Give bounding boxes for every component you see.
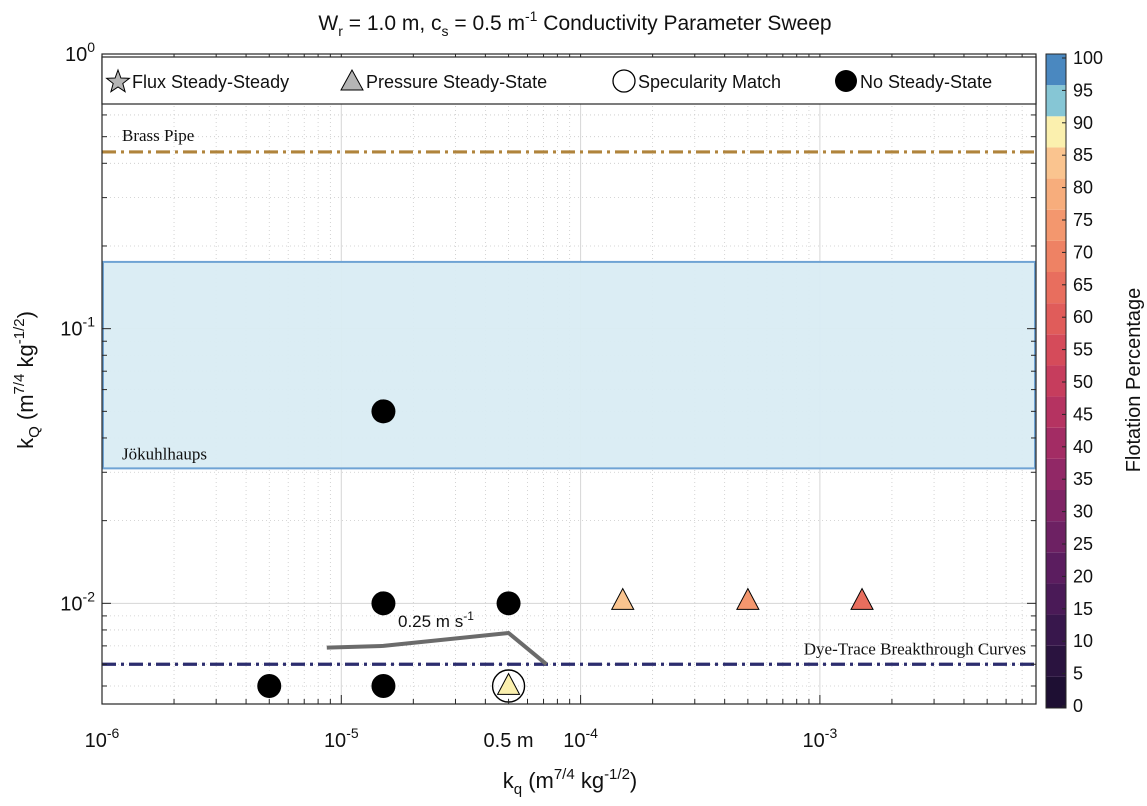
colorbar-segment — [1046, 427, 1066, 459]
chart-title: Wr = 1.0 m, cs = 0.5 m-1 Conductivity Pa… — [318, 8, 831, 39]
colorbar-frame — [1045, 53, 1067, 709]
colorbar: 0 5 10 15 20 25 30 35 40 45 50 55 60 65 70 75 80 85 90 95 10… — [1045, 48, 1145, 716]
legend-entry-label: Specularity Match — [638, 72, 781, 92]
legend-star-marker — [105, 68, 131, 93]
colorbar-segment — [1046, 365, 1066, 397]
reference-line-label: Brass Pipe — [122, 126, 194, 145]
x-tick-label: 0.5 m — [484, 730, 534, 752]
point-pressure-steady-state — [736, 587, 760, 610]
colorbar-tick-label: 25 — [1073, 534, 1093, 554]
legend-entry-label: Pressure Steady-State — [366, 72, 547, 92]
colorbar-tick-label: 65 — [1073, 275, 1093, 295]
colorbar-segment — [1046, 458, 1066, 490]
colorbar-tick-label: 90 — [1073, 113, 1093, 133]
colorbar-tick-label: 95 — [1073, 80, 1093, 100]
y-tick-label: 10-2 — [60, 588, 95, 615]
colorbar-segment — [1046, 614, 1066, 646]
colorbar-segment — [1046, 178, 1066, 210]
colorbar-segment — [1046, 645, 1066, 677]
legend-filled-circle-marker — [835, 70, 857, 92]
legend-entry-label: Flux Steady-Steady — [132, 72, 289, 92]
point-no-steady-state — [496, 591, 521, 616]
legend-entry-label: No Steady-State — [860, 72, 992, 92]
x-tick-label: 10-6 — [85, 725, 120, 752]
colorbar-tick-label: 5 — [1073, 664, 1083, 684]
point-no-steady-state — [371, 591, 396, 616]
colorbar-tick-label: 0 — [1073, 696, 1083, 716]
colorbar-segment — [1046, 272, 1066, 304]
point-pressure-steady-state — [610, 587, 635, 610]
colorbar-tick-label: 80 — [1073, 178, 1093, 198]
colorbar-tick-label: 45 — [1073, 404, 1093, 424]
colorbar-segment — [1046, 116, 1066, 148]
colorbar-tick-label: 50 — [1073, 372, 1093, 392]
band-jokuhlhaups — [102, 260, 1036, 470]
colorbar-segment — [1046, 676, 1066, 708]
colorbar-segment — [1046, 54, 1066, 86]
x-tick-label: 10-4 — [563, 725, 598, 752]
y-axis-label: kQ (m7/4 kg-1/2) — [11, 311, 43, 449]
x-tick-label: 10-5 — [324, 725, 359, 752]
colorbar-tick-label: 55 — [1073, 340, 1093, 360]
legend: Flux Steady-Steady Pressure Steady-State S… — [101, 56, 1037, 105]
colorbar-tick-label: 60 — [1073, 307, 1093, 327]
point-no-steady-state — [371, 399, 396, 424]
colorbar-segment — [1046, 583, 1066, 615]
colorbar-label: Flotation Percentage — [1123, 288, 1145, 473]
legend-triangle-marker — [340, 68, 364, 91]
y-tick-label: 100 — [65, 39, 95, 66]
colorbar-segment — [1046, 303, 1066, 335]
colorbar-segment — [1046, 552, 1066, 584]
colorbar-tick-label: 85 — [1073, 145, 1093, 165]
colorbar-segment — [1046, 490, 1066, 522]
colorbar-segment — [1046, 396, 1066, 428]
band-label: Jökuhlhaups — [122, 444, 207, 463]
colorbar-segment — [1046, 209, 1066, 241]
reference-line-label: Dye-Trace Breakthrough Curves — [804, 639, 1026, 658]
legend-box — [101, 56, 1037, 105]
contour-label: 0.25 m s-1 — [398, 609, 474, 631]
colorbar-tick-label: 70 — [1073, 242, 1093, 262]
contour-line — [326, 631, 548, 666]
x-axis-label: kq (m7/4 kg-1/2) — [503, 766, 638, 798]
colorbar-segment — [1046, 334, 1066, 366]
colorbar-segment — [1046, 521, 1066, 553]
colorbar-tick-label: 20 — [1073, 566, 1093, 586]
y-tick-label: 10-1 — [60, 314, 95, 341]
colorbar-tick-label: 10 — [1073, 631, 1093, 651]
point-no-steady-state — [257, 674, 282, 699]
colorbar-tick-label: 75 — [1073, 210, 1093, 230]
point-pressure-steady-state — [850, 587, 874, 610]
colorbar-segment — [1046, 240, 1066, 272]
colorbar-tick-label: 30 — [1073, 502, 1093, 522]
axis-ticks — [101, 53, 1037, 704]
legend-open-circle-marker — [612, 69, 636, 93]
colorbar-tick-label: 35 — [1073, 469, 1093, 489]
plot-frame — [101, 53, 1037, 705]
colorbar-segment — [1046, 147, 1066, 179]
x-tick-label: 10-3 — [803, 725, 838, 752]
colorbar-tick-label: 15 — [1073, 599, 1093, 619]
colorbar-segment — [1046, 85, 1066, 117]
point-no-steady-state — [371, 674, 396, 699]
point-pressure-steady-state — [496, 672, 521, 695]
colorbar-tick-label: 40 — [1073, 437, 1093, 457]
colorbar-tick-label: 100 — [1073, 48, 1103, 68]
